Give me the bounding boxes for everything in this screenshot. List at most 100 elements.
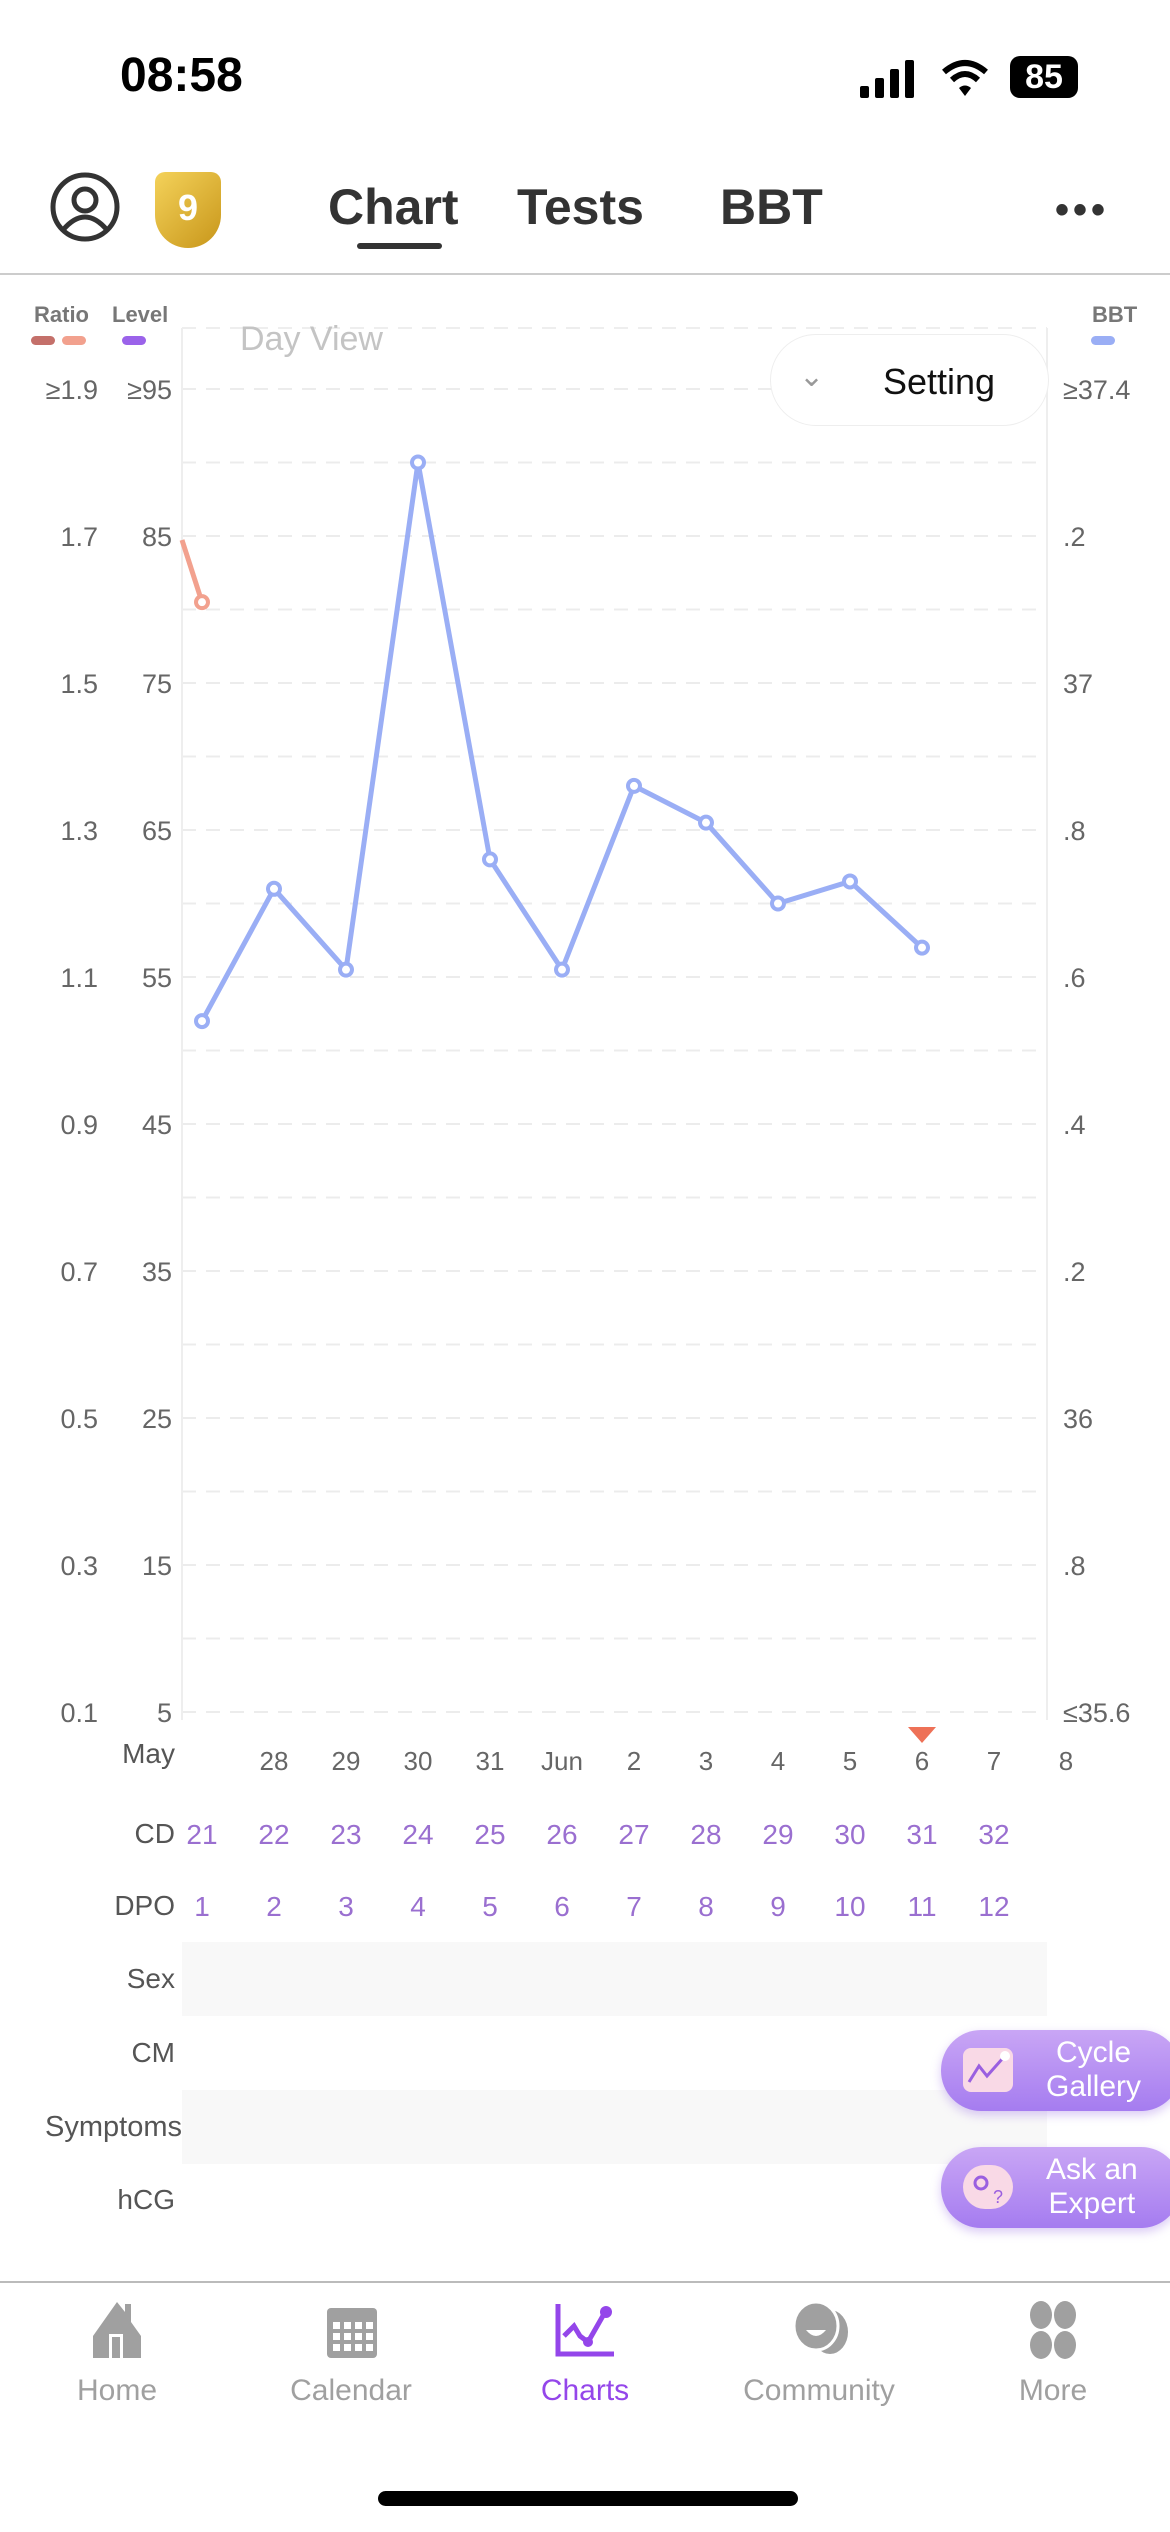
dpo-value: 10: [834, 1891, 865, 1922]
level-tick-label: 85: [142, 522, 172, 552]
ratio-tick-label: 0.9: [60, 1110, 98, 1140]
level-point: [482, 851, 498, 868]
bbt-tick-label: .2: [1063, 522, 1086, 552]
ratio-tick-label: 1.5: [60, 669, 98, 699]
level-point: [914, 939, 930, 956]
date-label: 6: [915, 1746, 929, 1776]
level-line: [199, 460, 924, 1023]
cycle-day-value: 25: [474, 1819, 505, 1850]
cycle-day-value: 24: [402, 1819, 433, 1850]
cycle-day-value: 22: [258, 1819, 289, 1850]
date-label: 29: [332, 1746, 361, 1776]
legend-bbt: BBT: [1092, 302, 1138, 327]
ratio-point: [194, 594, 210, 611]
more-options-button[interactable]: •••: [1055, 188, 1110, 232]
date-label: 4: [771, 1746, 785, 1776]
wifi-icon: [940, 58, 990, 103]
bbt-tick-label: .6: [1063, 963, 1086, 993]
level-tick-label: 5: [157, 1698, 172, 1728]
nav-community[interactable]: Community: [702, 2300, 936, 2408]
battery-level: 85: [1025, 58, 1063, 96]
legend-level: Level: [112, 302, 169, 327]
level-point: [194, 1013, 210, 1030]
level-badge[interactable]: 9: [155, 172, 221, 248]
hcg-label: hCG: [117, 2184, 175, 2215]
dpo-value: 11: [907, 1891, 936, 1922]
nav-community-label: Community: [743, 2374, 895, 2407]
more-grid-icon: [1030, 2301, 1076, 2359]
ratio-tick-label: 0.1: [60, 1698, 98, 1728]
level-tick-label: 55: [142, 963, 172, 993]
calendar-icon: [327, 2308, 377, 2358]
date-label: 8: [1059, 1746, 1073, 1776]
date-label: 7: [987, 1746, 1001, 1776]
symptoms-row-band: [182, 2090, 1047, 2164]
nav-calendar-label: Calendar: [290, 2374, 412, 2407]
battery-icon: 85: [1010, 56, 1078, 98]
status-time: 08:58: [120, 49, 243, 102]
cycle-day-value: 30: [834, 1819, 865, 1850]
level-point: [266, 880, 282, 897]
tab-bbt[interactable]: BBT: [720, 179, 823, 235]
level-point: [698, 814, 714, 831]
symptoms-label: Symptoms: [45, 2111, 182, 2143]
dpo-label: DPO: [114, 1890, 175, 1921]
level-point: [554, 961, 570, 978]
tab-tests[interactable]: Tests: [517, 179, 644, 235]
nav-charts[interactable]: Charts: [468, 2300, 702, 2408]
sex-label: Sex: [126, 1963, 175, 1994]
level-tick-label: 45: [142, 1110, 172, 1140]
level-tick-label: 75: [142, 669, 172, 699]
hormone-chart[interactable]: ≥1.9 ≥95 ≥37.41.7 85.21.5 75 371.3 65.81.1 55.6…: [0, 0, 1170, 2280]
level-point: [842, 873, 858, 890]
chevron-down-icon: ⌄: [799, 360, 825, 393]
bbt-tick-label: .8: [1063, 816, 1086, 846]
date-label: 2: [627, 1746, 641, 1776]
tab-chart[interactable]: Chart: [328, 179, 459, 235]
ask-expert-label: Ask an Expert: [1046, 2153, 1138, 2220]
header-divider: [0, 273, 1170, 275]
date-label: 31: [476, 1746, 505, 1776]
bbt-tick-label: 37: [1063, 669, 1093, 699]
home-indicator: [378, 2491, 798, 2506]
nav-home-label: Home: [76, 2374, 158, 2407]
level-tick-label: ≥95: [127, 375, 172, 405]
cycle-gallery-button[interactable]: Cycle Gallery: [941, 2030, 1170, 2111]
ratio-tick-label: 0.7: [60, 1257, 98, 1287]
setting-dropdown[interactable]: ⌄ Setting: [770, 334, 1049, 426]
charts-icon: [555, 2304, 614, 2357]
bbt-swatch: [1091, 336, 1115, 345]
level-point: [770, 895, 786, 912]
nav-home[interactable]: Home: [0, 2300, 234, 2408]
nav-charts-label: Charts: [540, 2374, 630, 2407]
sex-row-band: [182, 1942, 1047, 2016]
profile-button[interactable]: [50, 172, 120, 247]
cycle-day-value: 21: [186, 1819, 217, 1850]
cycle-day-value: 23: [330, 1819, 361, 1850]
signal-icon: [858, 58, 918, 103]
active-tab-indicator: [357, 243, 442, 249]
level-tick-label: 35: [142, 1257, 172, 1287]
ratio-tick-label: 0.3: [60, 1551, 98, 1581]
level-tick-label: 65: [142, 816, 172, 846]
ratio-tick-label: ≥1.9: [46, 375, 98, 405]
nav-more[interactable]: More: [936, 2300, 1170, 2408]
today-marker-icon: [908, 1727, 936, 1743]
svg-text:?: ?: [993, 2187, 1003, 2207]
cm-label: CM: [131, 2037, 175, 2068]
cd-label: CD: [134, 1818, 175, 1849]
level-point: [338, 961, 354, 978]
cycle-day-value: 26: [546, 1819, 577, 1850]
ask-expert-button[interactable]: ? Ask an Expert: [941, 2147, 1170, 2228]
cycle-day-value: 28: [690, 1819, 721, 1850]
level-swatch: [122, 336, 146, 345]
date-label: 3: [699, 1746, 713, 1776]
level-point: [410, 454, 426, 471]
dpo-value: 6: [554, 1891, 570, 1922]
legend-ratio: Ratio: [34, 302, 89, 327]
bbt-tick-label: ≤35.6: [1063, 1698, 1130, 1728]
nav-calendar[interactable]: Calendar: [234, 2300, 468, 2408]
bbt-tick-label: .2: [1063, 1257, 1086, 1287]
dpo-value: 8: [698, 1891, 714, 1922]
dpo-value: 3: [338, 1891, 354, 1922]
